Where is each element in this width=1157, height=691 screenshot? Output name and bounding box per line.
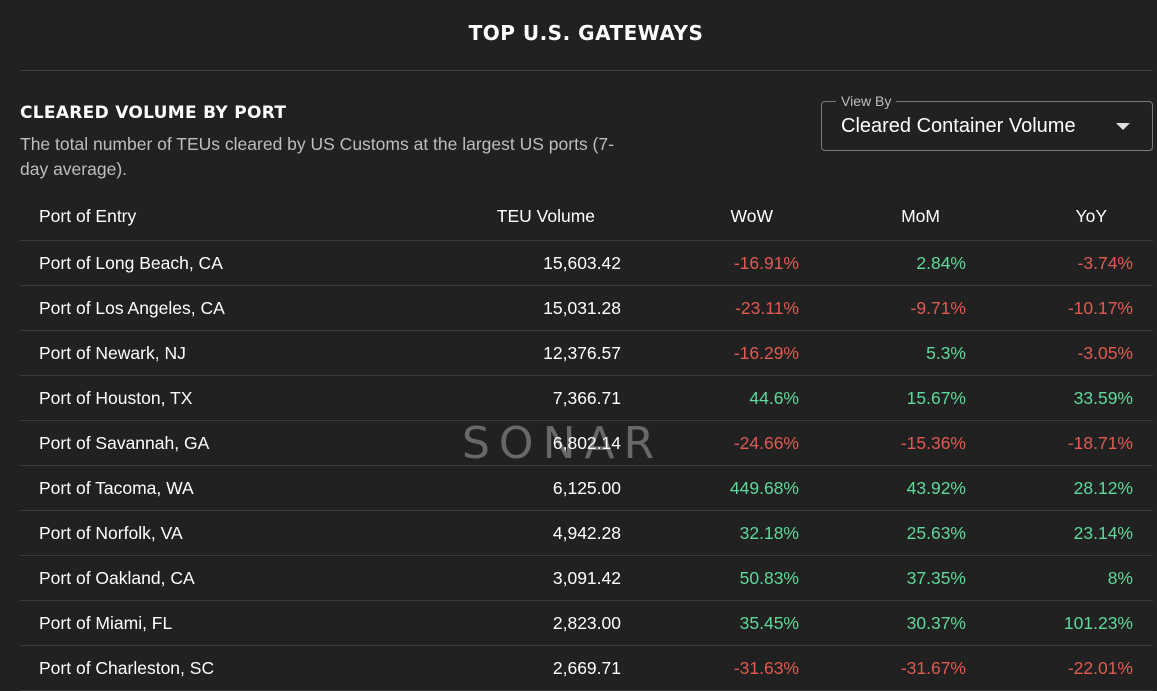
wow-change: -31.63%	[733, 658, 799, 678]
teu-volume: 7,366.71	[552, 388, 621, 408]
column-header-wow[interactable]: WoW	[730, 206, 773, 226]
ports-table: Port of Entry TEU Volume WoW MoM YoY Por…	[20, 191, 1153, 691]
wow-change: 44.6%	[749, 388, 799, 408]
teu-volume: 6,802.14	[552, 433, 621, 453]
section-title: CLEARED VOLUME BY PORT	[20, 103, 287, 123]
mom-change: 2.84%	[916, 253, 966, 273]
table-row: Port of Miami, FL 2,823.00 35.45% 30.37% 101…	[20, 601, 1153, 646]
mom-change: -9.71%	[910, 298, 966, 318]
table-row: Port of Charleston, SC 2,669.71 -31.63% -31…	[20, 646, 1153, 691]
table-row: Port of Norfolk, VA 4,942.28 32.18% 25.63% 2…	[20, 511, 1153, 556]
yoy-change: -3.05%	[1077, 343, 1133, 363]
wow-change: 50.83%	[739, 568, 799, 588]
yoy-change: -3.74%	[1077, 253, 1133, 273]
teu-volume: 15,603.42	[543, 253, 621, 273]
port-name: Port of Oakland, CA	[39, 568, 195, 588]
mom-change: 15.67%	[906, 388, 966, 408]
yoy-change: -10.17%	[1067, 298, 1133, 318]
mom-change: 25.63%	[906, 523, 966, 543]
mom-change: 37.35%	[906, 568, 966, 588]
port-name: Port of Miami, FL	[39, 613, 173, 633]
wow-change: -24.66%	[733, 433, 799, 453]
table-row: Port of Savannah, GA 6,802.14 -24.66% -15.3…	[20, 421, 1153, 466]
yoy-change: -18.71%	[1067, 433, 1133, 453]
mom-change: 30.37%	[906, 613, 966, 633]
column-header-teu-volume[interactable]: TEU Volume	[496, 206, 595, 226]
wow-change: -23.11%	[735, 298, 799, 318]
port-name: Port of Tacoma, WA	[39, 478, 194, 498]
teu-volume: 6,125.00	[552, 478, 621, 498]
view-by-selected-value: Cleared Container Volume	[841, 115, 1076, 137]
view-by-select[interactable]: View By Cleared Container Volume	[821, 93, 1153, 151]
yoy-change: 33.59%	[1073, 388, 1133, 408]
page-title: TOP U.S. GATEWAYS	[468, 21, 704, 45]
table-row: Port of Newark, NJ 12,376.57 -16.29% 5.3% -3…	[20, 331, 1153, 376]
port-name: Port of Norfolk, VA	[39, 523, 183, 543]
teu-volume: 3,091.42	[552, 568, 621, 588]
yoy-change: -22.01%	[1067, 658, 1133, 678]
port-name: Port of Houston, TX	[39, 388, 193, 408]
yoy-change: 8%	[1107, 568, 1133, 588]
teu-volume: 15,031.28	[543, 298, 621, 318]
wow-change: -16.29%	[733, 343, 799, 363]
mom-change: 5.3%	[926, 343, 966, 363]
section-description: The total number of TEUs cleared by US C…	[20, 134, 614, 179]
port-name: Port of Charleston, SC	[39, 658, 215, 678]
yoy-change: 101.23%	[1063, 613, 1133, 633]
caret-down-icon	[1116, 123, 1130, 130]
mom-change: -15.36%	[900, 433, 966, 453]
teu-volume: 2,669.71	[552, 658, 621, 678]
wow-change: 449.68%	[729, 478, 799, 498]
wow-change: 35.45%	[739, 613, 799, 633]
column-header-yoy[interactable]: YoY	[1075, 206, 1107, 226]
column-header-port[interactable]: Port of Entry	[39, 206, 137, 226]
table-row: Port of Houston, TX 7,366.71 44.6% 15.67% 33…	[20, 376, 1153, 421]
yoy-change: 28.12%	[1073, 478, 1133, 498]
mom-change: 43.92%	[906, 478, 966, 498]
table-row: Port of Oakland, CA 3,091.42 50.83% 37.35% 8…	[20, 556, 1153, 601]
wow-change: -16.91%	[733, 253, 799, 273]
port-name: Port of Long Beach, CA	[39, 253, 223, 273]
teu-volume: 2,823.00	[552, 613, 621, 633]
port-name: Port of Los Angeles, CA	[39, 298, 225, 318]
table-row: Port of Los Angeles, CA 15,031.28 -23.11% -…	[20, 286, 1153, 331]
table-body: Port of Long Beach, CA 15,603.42 -16.91% 2.…	[20, 241, 1153, 691]
teu-volume: 4,942.28	[552, 523, 621, 543]
table-header-row: Port of Entry TEU Volume WoW MoM YoY	[20, 191, 1153, 241]
yoy-change: 23.14%	[1073, 523, 1133, 543]
teu-volume: 12,376.57	[543, 343, 621, 363]
port-name: Port of Newark, NJ	[39, 343, 186, 363]
view-by-label: View By	[836, 93, 897, 109]
table-row: Port of Long Beach, CA 15,603.42 -16.91% 2.…	[20, 241, 1153, 286]
table-row: Port of Tacoma, WA 6,125.00 449.68% 43.92% 2…	[20, 466, 1153, 511]
header-divider	[20, 70, 1153, 71]
column-header-mom[interactable]: MoM	[901, 206, 940, 226]
mom-change: -31.67%	[900, 658, 966, 678]
port-name: Port of Savannah, GA	[39, 433, 210, 453]
wow-change: 32.18%	[739, 523, 799, 543]
